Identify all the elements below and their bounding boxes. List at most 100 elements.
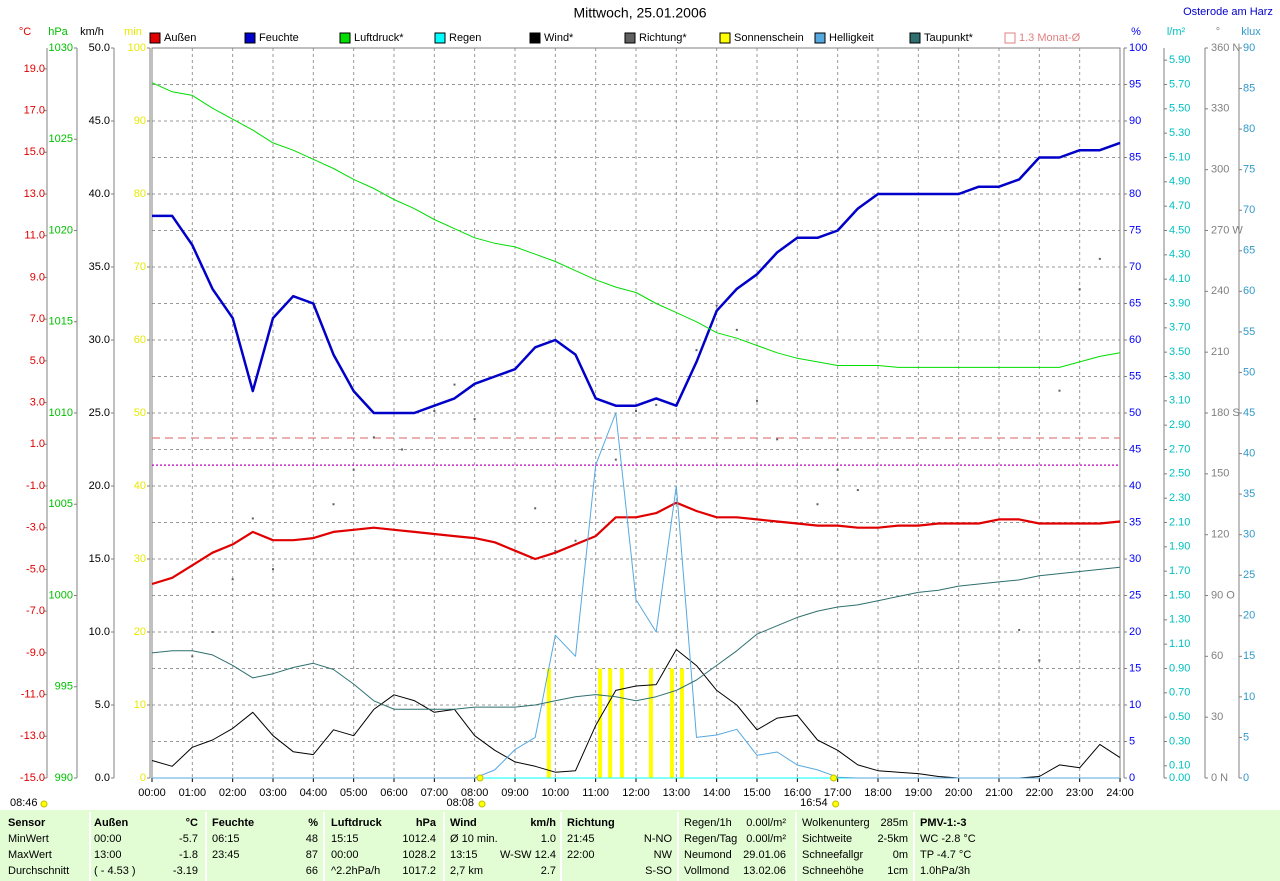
y-tick-label: 1.10	[1169, 638, 1190, 650]
y-tick-label: 3.10	[1169, 395, 1190, 407]
y-tick-label: 4.90	[1169, 176, 1190, 188]
x-tick-label: 19:00	[905, 787, 933, 799]
axis-title: °	[1216, 26, 1220, 38]
x-tick-label: 16:00	[784, 787, 812, 799]
cell-value: 1012.4	[402, 833, 436, 845]
y-tick-label: 60	[1129, 334, 1141, 346]
y-tick-label: 1.90	[1169, 541, 1190, 553]
column-unit: %	[308, 817, 318, 829]
y-tick-label: 1015	[49, 316, 73, 328]
y-tick-label: 25	[1243, 569, 1255, 581]
y-tick-label: 70	[134, 261, 146, 273]
cell-label: 23:45	[212, 849, 240, 861]
direction-dot	[1038, 659, 1041, 662]
direction-dot	[1018, 628, 1021, 631]
y-tick-label: 5.90	[1169, 54, 1190, 66]
y-tick-label: 990	[55, 772, 73, 784]
y-tick-label: 1000	[49, 589, 73, 601]
info-label: TP -4.7 °C	[920, 849, 971, 861]
x-tick-label: 11:00	[582, 787, 609, 799]
y-tick-label: 0	[1129, 772, 1135, 784]
direction-dot	[836, 468, 839, 471]
y-tick-label: 2.10	[1169, 516, 1190, 528]
y-tick-label: 2.30	[1169, 492, 1190, 504]
legend-label: Luftdruck*	[354, 32, 404, 44]
direction-dot	[332, 503, 335, 506]
y-tick-label: 90	[134, 115, 146, 127]
y-tick-label: 75	[1129, 224, 1141, 236]
y-tick-label: 4.10	[1169, 273, 1190, 285]
y-tick-label: 5	[1129, 735, 1135, 747]
y-tick-label: 5.70	[1169, 78, 1190, 90]
column-unit: hPa	[416, 817, 437, 829]
info-label: WC -2.8 °C	[920, 833, 976, 845]
column-unit: km/h	[530, 817, 556, 829]
cell-value: -5.7	[179, 833, 198, 845]
cell-value: 2.7	[541, 865, 556, 877]
direction-dot	[251, 517, 254, 520]
corner-note: 08:46	[10, 797, 38, 809]
y-tick-label: 20	[134, 626, 146, 638]
column-title: Luftdruck	[331, 817, 383, 829]
y-tick-label: 3.0	[30, 396, 45, 408]
y-tick-label: 85	[1129, 151, 1141, 163]
cell-label: ( - 4.53 )	[94, 865, 136, 877]
legend-label: Taupunkt*	[924, 32, 974, 44]
direction-dot	[372, 436, 375, 439]
x-tick-label: 04:00	[300, 787, 328, 799]
y-tick-label: 85	[1243, 82, 1255, 94]
legend-swatch	[1004, 32, 1016, 44]
cell-label: 21:45	[567, 833, 595, 845]
y-tick-label: 1.70	[1169, 565, 1190, 577]
legend-label: Wind*	[544, 32, 574, 44]
y-tick-label: 240	[1211, 285, 1229, 297]
cell-value: S-SO	[645, 865, 672, 877]
x-tick-label: 24:00	[1106, 787, 1134, 799]
y-tick-label: 30	[1211, 711, 1223, 723]
y-tick-label: 4.50	[1169, 224, 1190, 236]
cell-value: 1017.2	[402, 865, 436, 877]
chart-title: Mittwoch, 25.01.2006	[573, 5, 706, 21]
y-tick-label: 55	[1243, 326, 1255, 338]
y-tick-label: 150	[1211, 468, 1229, 480]
legend-swatch	[814, 32, 826, 44]
info-label: Regen/1h	[684, 817, 732, 829]
y-tick-label: 35	[1129, 516, 1141, 528]
direction-dot	[453, 383, 456, 386]
y-tick-label: 360 N	[1211, 42, 1240, 54]
info-value: 2-5km	[877, 833, 908, 845]
x-tick-label: 21:00	[985, 787, 1013, 799]
y-tick-label: 19.0	[24, 63, 45, 75]
sun-marker	[476, 774, 484, 782]
y-tick-label: 3.50	[1169, 346, 1190, 358]
y-tick-label: 90 O	[1211, 589, 1235, 601]
y-tick-label: 35.0	[89, 261, 110, 273]
cell-label: Ø 10 min.	[450, 833, 498, 845]
y-tick-label: 20	[1243, 610, 1255, 622]
y-tick-label: 25.0	[89, 407, 110, 419]
info-label: Vollmond	[684, 865, 729, 877]
cell-value: 66	[306, 865, 318, 877]
row-label: Sensor	[8, 817, 46, 829]
y-tick-label: -5.0	[26, 563, 45, 575]
legend-swatch	[719, 32, 731, 44]
cell-value: -3.19	[173, 865, 198, 877]
legend-swatch	[624, 32, 636, 44]
direction-dot	[473, 418, 476, 421]
direction-dot	[756, 399, 758, 402]
y-tick-label: 100	[1129, 42, 1147, 54]
y-tick-label: 1.50	[1169, 589, 1190, 601]
y-tick-label: 0.90	[1169, 662, 1190, 674]
info-label: Regen/Tag	[684, 833, 737, 845]
info-label: Neumond	[684, 849, 732, 861]
cell-label: 2,7 km	[450, 865, 483, 877]
y-tick-label: 11.0	[24, 230, 45, 242]
y-tick-label: 35	[1243, 488, 1255, 500]
stats-background	[0, 810, 1280, 881]
sun-marker	[830, 774, 838, 782]
y-tick-label: 20	[1129, 626, 1141, 638]
y-tick-label: 13.0	[24, 188, 45, 200]
y-tick-label: 40	[1243, 447, 1255, 459]
y-tick-label: 0.00	[1169, 772, 1190, 784]
